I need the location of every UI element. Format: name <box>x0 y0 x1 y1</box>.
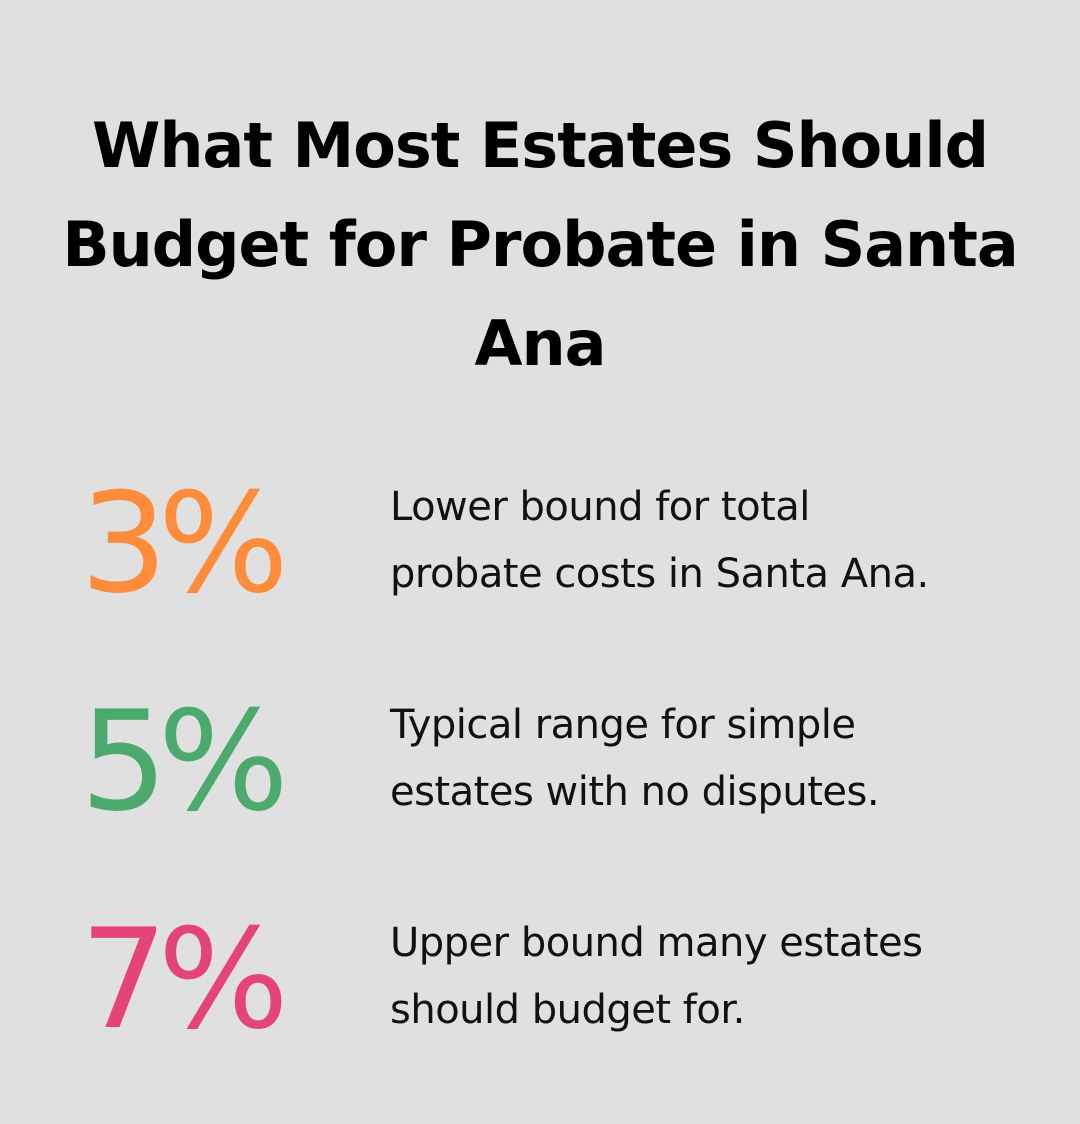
stat-row-upper-bound: 7% Upper bound many estates should budge… <box>0 900 1080 1060</box>
page-title: What Most Estates Should Budget for Prob… <box>20 96 1060 393</box>
title-line-3: Ana <box>474 307 607 380</box>
stat-description: Lower bound for total probate costs in S… <box>390 474 1050 608</box>
stat-value: 7% <box>80 899 289 1060</box>
stat-description-line: probate costs in Santa Ana. <box>390 551 929 597</box>
stat-description-line: Typical range for simple <box>390 702 856 748</box>
stat-value: 3% <box>80 463 289 624</box>
stat-row-lower-bound: 3% Lower bound for total probate costs i… <box>0 464 1080 624</box>
stat-row-typical-range: 5% Typical range for simple estates with… <box>0 682 1080 842</box>
stat-description-line: Upper bound many estates <box>390 920 923 966</box>
stat-description: Typical range for simple estates with no… <box>390 692 1050 826</box>
stat-description-line: estates with no disputes. <box>390 769 880 815</box>
stat-value: 5% <box>80 681 289 842</box>
stat-description-line: should budget for. <box>390 987 745 1033</box>
title-line-1: What Most Estates Should <box>91 109 989 182</box>
title-line-2: Budget for Probate in Santa <box>62 208 1018 281</box>
stat-description-line: Lower bound for total <box>390 484 810 530</box>
stat-description: Upper bound many estates should budget f… <box>390 910 1050 1044</box>
